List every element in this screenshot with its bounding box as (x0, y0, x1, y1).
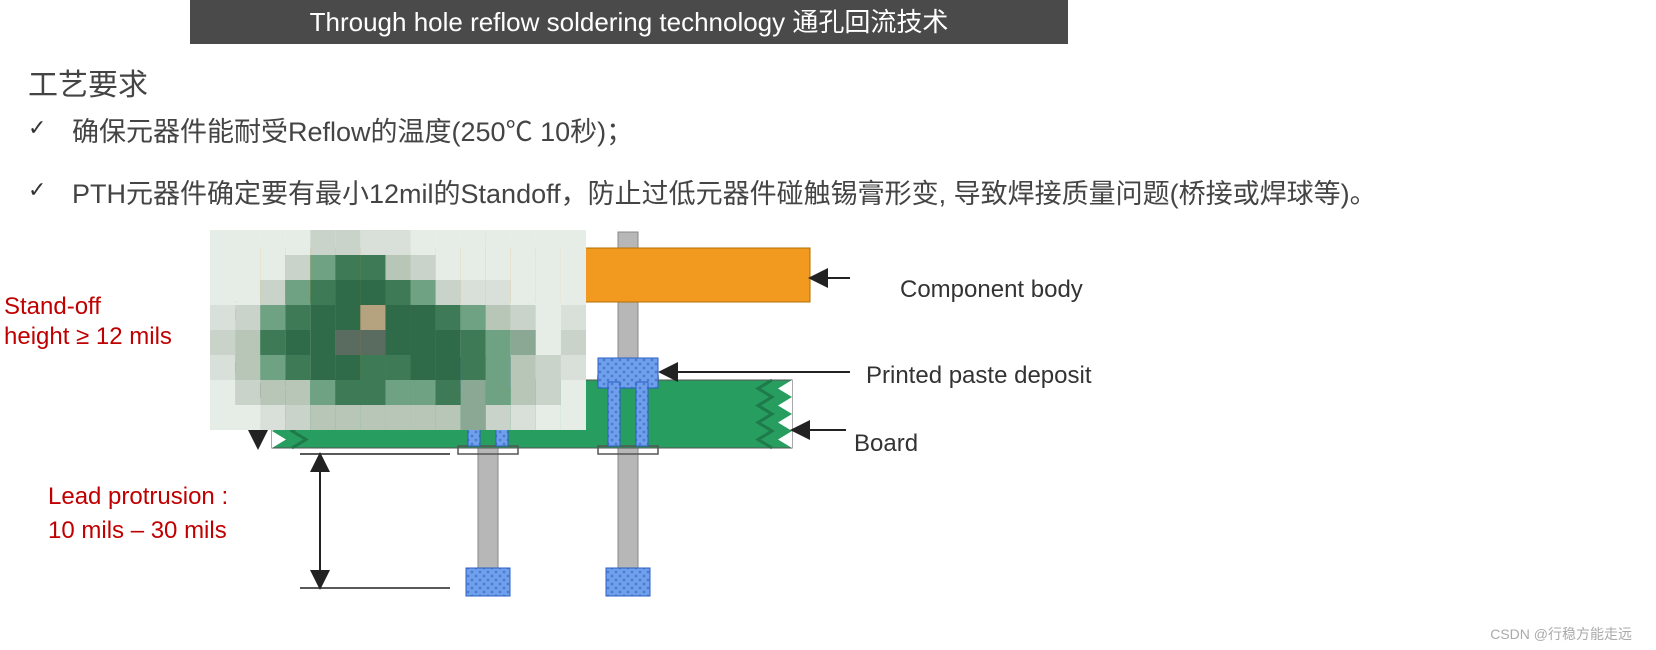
section-heading: 工艺要求 (28, 60, 148, 104)
lead-l2: 10 mils – 30 mils (48, 517, 227, 544)
check-icon: ✓ (28, 170, 72, 210)
bullet-text: PTH元器件确定要有最小12mil的Standoff，防止过低元器件碰触锡膏形变… (72, 170, 1377, 218)
standoff-label: Stand-off height ≥ 12 mils (4, 292, 214, 352)
check-icon: ✓ (28, 108, 72, 148)
watermark: CSDN @行稳方能走远 (1490, 624, 1632, 644)
annotation-board: Board (854, 430, 918, 458)
standoff-l2: height ≥ 12 mils (4, 323, 172, 350)
page-title: Through hole reflow soldering technology… (190, 0, 1068, 44)
reference-photo (210, 230, 586, 430)
bullet-list: ✓ 确保元器件能耐受Reflow的温度(250℃ 10秒)； ✓ PTH元器件确… (28, 108, 1588, 232)
annotation-paste-deposit: Printed paste deposit (866, 362, 1091, 390)
list-item: ✓ PTH元器件确定要有最小12mil的Standoff，防止过低元器件碰触锡膏… (28, 170, 1588, 218)
bullet-text: 确保元器件能耐受Reflow的温度(250℃ 10秒)； (72, 108, 633, 156)
list-item: ✓ 确保元器件能耐受Reflow的温度(250℃ 10秒)； (28, 108, 1588, 156)
standoff-l1: Stand-off (4, 293, 101, 320)
annotation-component-body: Component body (900, 276, 1083, 304)
lead-l1: Lead protrusion : (48, 483, 228, 510)
